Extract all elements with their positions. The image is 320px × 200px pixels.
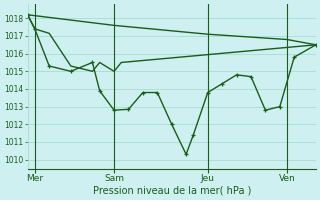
X-axis label: Pression niveau de la mer( hPa ): Pression niveau de la mer( hPa ) bbox=[92, 186, 251, 196]
